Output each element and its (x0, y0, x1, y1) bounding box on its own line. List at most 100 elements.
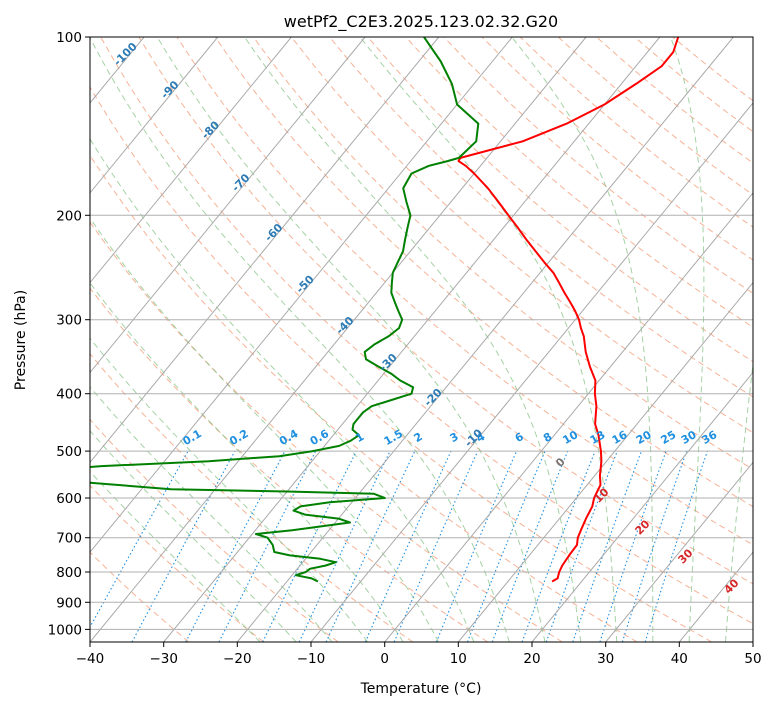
mixing-ratio-line (491, 450, 569, 642)
y-tick-label: 800 (56, 565, 82, 581)
mixing-ratio-line (218, 450, 317, 642)
dry-adiabat (252, 37, 753, 470)
mixing-ratio-label: 25 (658, 428, 678, 447)
x-tick-label: 0 (380, 651, 389, 667)
mixing-ratio-label: 3 (448, 430, 461, 445)
y-tick-label: 200 (56, 208, 82, 224)
dry-adiabat (90, 221, 563, 642)
y-tick-label: 600 (56, 491, 82, 507)
mixing-ratio-line (262, 450, 357, 642)
moist-adiabat (90, 337, 369, 642)
dry-adiabat (90, 86, 712, 642)
y-tick-label: 1000 (48, 622, 82, 638)
moist-adiabat-label: 40 (722, 576, 742, 596)
plot-area: 0.1 0.2 0.4 0.6 1 1.5 2 3 4 6 8 10 13 16 20 25 30 36-100-… (0, 36, 754, 643)
mixing-ratio-label: 36 (699, 428, 719, 447)
dry-adiabat (90, 287, 488, 642)
mixing-ratio-label: 0.4 (277, 427, 301, 448)
mixing-ratio-line (185, 450, 286, 642)
x-tick-label: 50 (744, 651, 761, 667)
dry-adiabat (90, 353, 414, 642)
background-lines (90, 37, 753, 642)
x-tick-label: −40 (76, 651, 105, 667)
isotherm-line (90, 37, 366, 374)
y-tick-label: 700 (56, 531, 82, 547)
isotherm-line (0, 37, 70, 642)
isotherm-line (90, 37, 440, 464)
isotherm-line (236, 37, 734, 642)
x-tick-label: −10 (297, 651, 326, 667)
dry-adiabat (100, 37, 753, 625)
y-tick-label: 500 (56, 444, 82, 460)
isotherm-label: -40 (333, 314, 356, 337)
dry-adiabat (176, 37, 753, 546)
mixing-ratio-line (521, 450, 596, 642)
plot-frame (89, 36, 754, 643)
isotherm-line (752, 641, 753, 642)
chart-title: wetPf2_C2E3.2025.123.02.32.G20 (284, 12, 558, 32)
isotherm-label: -10 (462, 426, 485, 449)
isotherm-label: -80 (199, 118, 222, 141)
dry-adiabat (138, 37, 753, 585)
moist-adiabat (511, 37, 654, 642)
isotherm-line (605, 461, 753, 642)
moist-adiabat (90, 282, 404, 642)
mixing-ratio-line (131, 450, 236, 642)
y-tick-label: 300 (56, 313, 82, 329)
x-axis-label: Temperature (°C) (360, 681, 482, 697)
y-tick-label: 400 (56, 387, 82, 403)
moist-adiabat (725, 359, 753, 642)
moist-adiabat (90, 138, 475, 642)
moist-adiabat (156, 37, 546, 642)
y-tick-label: 900 (56, 595, 82, 611)
dry-adiabat (291, 37, 753, 434)
mixing-ratio-label: 2 (412, 430, 425, 445)
isotherm-line (90, 37, 292, 284)
moist-adiabat (244, 37, 582, 642)
mixing-ratio-label: 30 (679, 428, 699, 447)
grid-lines (0, 37, 753, 642)
mixing-ratio-line (621, 450, 688, 642)
isotherm-line (163, 37, 661, 642)
x-tick-label: 20 (523, 651, 540, 667)
x-axis-ticks: −40 −30 −20 −10 0 10 20 30 40 50 (76, 642, 762, 667)
dry-adiabat (214, 37, 753, 508)
mixing-ratio-line (435, 450, 518, 642)
mixing-ratio-line (90, 450, 189, 629)
mixing-ratio-line (393, 450, 479, 642)
x-tick-label: 10 (450, 651, 467, 667)
moist-adiabat (90, 37, 510, 642)
mixing-ratio-label: 16 (610, 428, 630, 447)
isotherm-line (90, 37, 219, 194)
dewpoint-profile (90, 37, 480, 583)
x-tick-label: 30 (597, 651, 614, 667)
temperature-profile (457, 37, 680, 583)
mixing-ratio-label: 0.1 (181, 427, 204, 448)
dry-adiabat (90, 551, 190, 642)
moist-adiabat (90, 386, 333, 642)
y-axis-label: Pressure (hPa) (13, 290, 29, 390)
mixing-ratio-label: 13 (588, 428, 608, 447)
isotherm-label: -60 (262, 221, 285, 244)
mixing-ratio-line (545, 450, 618, 642)
isotherm-label: -20 (422, 386, 445, 409)
isotherm-label: -100 (111, 40, 140, 69)
mixing-ratio-label: 0.2 (227, 427, 250, 448)
isotherm-label: -50 (294, 272, 317, 295)
mixing-ratio-line (599, 450, 667, 642)
x-tick-label: 40 (671, 651, 688, 667)
dry-adiabat (557, 37, 753, 196)
mixing-ratio-label: 10 (560, 428, 580, 447)
dry-adiabat (443, 37, 753, 294)
y-axis-ticks: 100 200 300 400 500 600 700 800 900 1000 (48, 30, 90, 638)
mixing-ratio-line (364, 450, 452, 642)
isotherm-line (310, 102, 753, 642)
dry-adiabat (90, 418, 339, 642)
isotherm-line (384, 192, 753, 642)
moist-adiabat-label: 20 (633, 517, 653, 537)
mixing-ratio-label: 1.5 (382, 427, 405, 448)
mixing-ratio-label: 6 (513, 430, 526, 445)
dry-adiabat (90, 484, 264, 642)
dry-adiabat (329, 37, 753, 398)
